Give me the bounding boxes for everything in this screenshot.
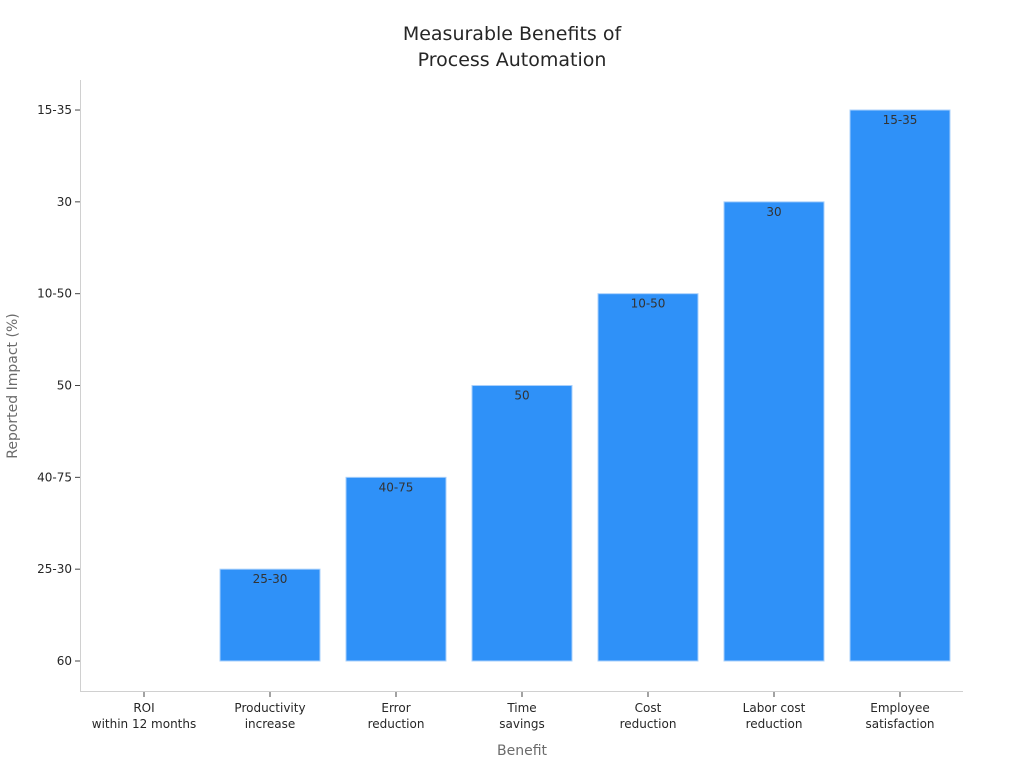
x-tick-label: reduction [620, 717, 677, 731]
x-tick-label: Error [381, 701, 410, 715]
data-label: 50 [514, 389, 529, 403]
x-tick-label: within 12 months [92, 717, 197, 731]
data-label: 30 [766, 205, 781, 219]
x-tick-label: Employee [870, 701, 929, 715]
bar [723, 201, 825, 662]
bar [849, 109, 951, 662]
x-tick-label: ROI [133, 701, 154, 715]
y-tick-label: 50 [57, 379, 72, 393]
data-label: 40-75 [379, 480, 414, 494]
y-tick-label: 25-30 [37, 562, 72, 576]
bar [471, 385, 573, 662]
data-label: 15-35 [883, 113, 918, 127]
y-axis-label: Reported Impact (%) [5, 313, 21, 458]
y-tick-label: 10-50 [37, 287, 72, 301]
x-tick-label: increase [245, 717, 296, 731]
bar [345, 476, 447, 662]
x-tick-label: savings [499, 717, 545, 731]
bar [219, 568, 321, 662]
x-tick-label: reduction [368, 717, 425, 731]
x-tick-label: Time [506, 701, 536, 715]
y-tick-label: 30 [57, 195, 72, 209]
x-axis-label: Benefit [497, 743, 548, 759]
data-label: 25-30 [253, 572, 288, 586]
chart-title-line-1: Measurable Benefits of [403, 23, 623, 45]
chart-title-line-2: Process Automation [418, 49, 607, 71]
y-tick-label: 15-35 [37, 103, 72, 117]
data-label: 10-50 [631, 297, 666, 311]
x-tick-label: Productivity [234, 701, 305, 715]
y-tick-label: 40-75 [37, 470, 72, 484]
x-tick-label: Labor cost [743, 701, 806, 715]
x-tick-label: reduction [746, 717, 803, 731]
bar [597, 293, 699, 662]
y-tick-label: 60 [57, 654, 72, 668]
x-tick-label: satisfaction [865, 717, 934, 731]
x-tick-label: Cost [635, 701, 662, 715]
